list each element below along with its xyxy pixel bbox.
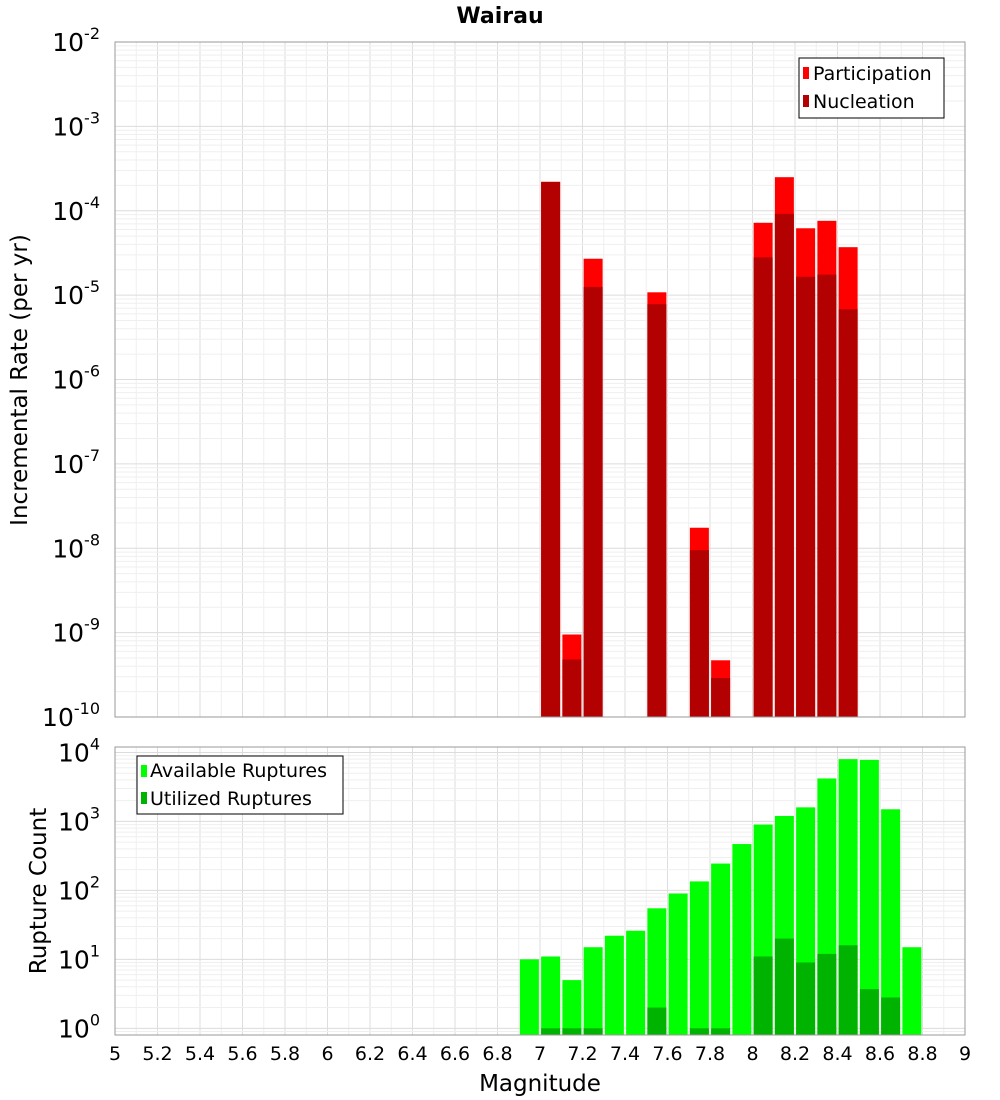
utilized-ruptures-bar [541,1028,561,1035]
x-tick-label: 8.2 [780,1043,810,1065]
legend-swatch-participation [803,67,809,79]
nucleation-bar [838,309,858,717]
legend-swatch-utilized [141,792,147,804]
x-tick-label: 5.6 [227,1043,257,1065]
utilized-ruptures-bar [817,953,837,1035]
bottom-legend: Available Ruptures Utilized Ruptures [136,755,344,815]
utilized-ruptures-bar [562,1028,582,1035]
x-tick-label: 5 [109,1043,121,1065]
y-tick-label: 104 [58,734,100,767]
x-tick-label: 9 [959,1043,971,1065]
y-tick-label: 10-2 [52,24,100,57]
x-tick-label: 6.4 [397,1043,427,1065]
top-plot-bars [541,177,858,718]
nucleation-bar [711,677,731,717]
nucleation-bar [562,659,582,717]
available-ruptures-bar [732,844,752,1035]
legend-label-utilized: Utilized Ruptures [150,788,312,810]
nucleation-bar [774,213,794,717]
utilized-ruptures-bar [711,1028,731,1035]
nucleation-bar [817,274,837,717]
x-tick-label: 5.2 [142,1043,172,1065]
legend-label-participation: Participation [813,63,932,85]
legend-swatch-nucleation [803,95,809,107]
nucleation-bar [583,286,603,717]
available-ruptures-bar [689,881,709,1035]
nucleation-bar [753,257,773,717]
y-tick-label: 10-3 [52,108,100,141]
nucleation-bar [541,181,561,717]
utilized-ruptures-bar [583,1028,603,1035]
x-tick-labels: 5 5.2 5.4 5.6 5.8 6 6.2 6.4 6.6 6.8 7 7.2 7.4 7.6 7.8 8… [109,1043,971,1065]
available-ruptures-bar [668,893,688,1035]
available-ruptures-bar [881,809,901,1035]
utilized-ruptures-bar [647,1007,667,1035]
x-tick-label: 7 [534,1043,546,1065]
x-axis-label: Magnitude [479,1071,601,1097]
top-legend: Participation Nucleation [798,57,945,119]
y-tick-label: 103 [58,803,100,836]
x-tick-label: 6.8 [482,1043,512,1065]
available-ruptures-bar [519,959,539,1035]
utilized-ruptures-bar [774,938,794,1035]
y-tick-label: 10-6 [52,362,100,395]
x-tick-label: 7.8 [695,1043,725,1065]
available-ruptures-bar [562,980,582,1035]
nucleation-bar [647,304,667,717]
utilized-ruptures-bar [838,945,858,1035]
available-ruptures-bar [604,935,624,1035]
x-tick-label: 5.4 [185,1043,215,1065]
y-tick-label: 10-9 [52,615,100,648]
bottom-y-tick-labels: 104 103 102 101 100 [58,734,100,1043]
x-tick-label: 8.6 [865,1043,895,1065]
chart-title: Wairau [456,4,543,29]
top-plot-grid [114,41,966,718]
legend-swatch-available [141,765,147,777]
x-tick-label: 6 [321,1043,333,1065]
legend-label-available: Available Ruptures [150,760,327,782]
x-tick-label: 8.8 [907,1043,937,1065]
top-plot-frame [114,41,966,718]
x-tick-label: 6.6 [440,1043,470,1065]
available-ruptures-bar [711,863,731,1035]
nucleation-bar [796,276,816,717]
nucleation-bar [689,550,709,717]
x-tick-label: 7.2 [567,1043,597,1065]
available-ruptures-bar [647,908,667,1035]
utilized-ruptures-bar [881,997,901,1035]
top-y-axis-label: Incremental Rate (per yr) [7,234,33,526]
y-tick-label: 10-8 [52,530,100,563]
y-tick-label: 100 [58,1010,100,1043]
y-tick-label: 10-5 [52,277,100,310]
y-tick-label: 102 [58,872,100,905]
y-tick-label: 10-7 [52,446,100,479]
y-tick-label: 10-4 [52,193,100,226]
x-tick-label: 7.4 [610,1043,640,1065]
bottom-y-axis-label: Rupture Count [26,808,52,974]
available-ruptures-bar [859,759,879,1035]
bottom-plot-frame [114,746,966,1036]
x-tick-label: 8 [746,1043,758,1065]
bottom-legend-box [136,755,344,815]
utilized-ruptures-bar [859,989,879,1035]
available-ruptures-bar [902,947,922,1035]
top-legend-box [798,57,945,119]
x-tick-label: 8.4 [822,1043,852,1065]
legend-label-nucleation: Nucleation [813,91,915,113]
x-tick-label: 5.8 [270,1043,300,1065]
utilized-ruptures-bar [796,962,816,1035]
x-tick-label: 7.6 [652,1043,682,1065]
available-ruptures-bar [626,930,646,1035]
utilized-ruptures-bar [753,956,773,1035]
y-tick-label: 101 [58,941,100,974]
top-y-tick-labels: 10-2 10-3 10-4 10-5 10-6 10-7 10-8 10-9 10-10 [42,24,100,732]
available-ruptures-bar [541,956,561,1035]
x-tick-label: 6.2 [355,1043,385,1065]
available-ruptures-bar [583,947,603,1035]
bottom-plot-bars [519,759,922,1035]
utilized-ruptures-bar [689,1028,709,1035]
y-tick-label: 10-10 [42,699,100,732]
